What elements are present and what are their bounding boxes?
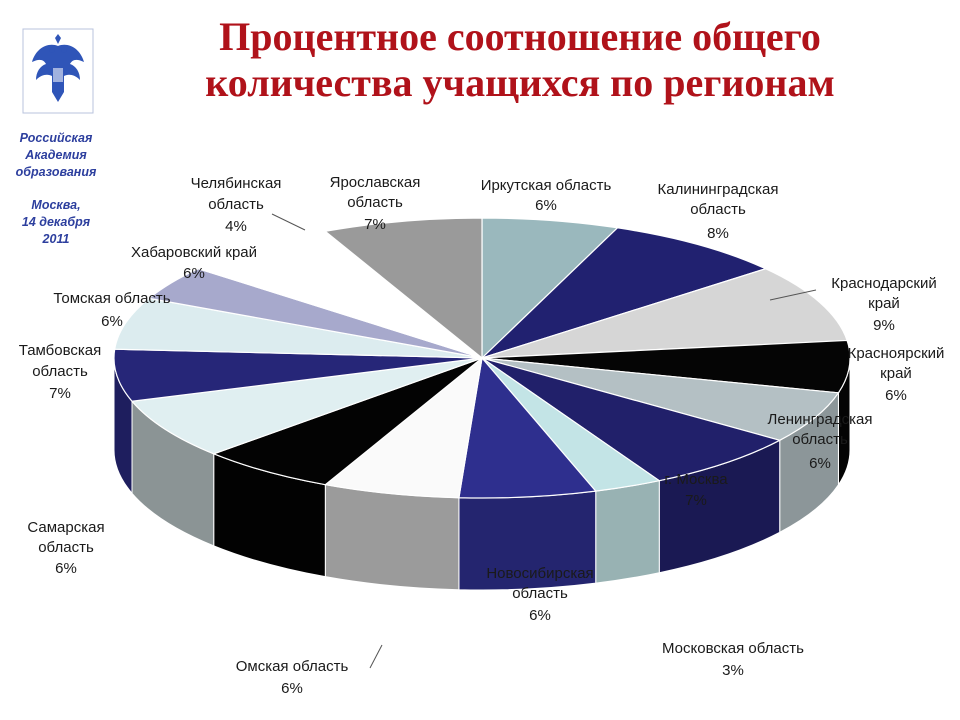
pie-slice-2 bbox=[481, 268, 848, 359]
leader-line-2 bbox=[769, 289, 817, 301]
slice-label-10-line-0: Тамбовская bbox=[19, 342, 102, 359]
slice-label-2-line-2: 9% bbox=[873, 317, 895, 334]
place-line-1: Москва, bbox=[31, 198, 81, 212]
pie-slice-15 bbox=[323, 217, 483, 360]
pie-slice-12 bbox=[114, 297, 483, 359]
coat-of-arms-emblem bbox=[22, 28, 94, 114]
slice-label-9-line-2: 6% bbox=[55, 560, 77, 577]
slice-label-6-line-1: 3% bbox=[722, 662, 744, 679]
pie-sides bbox=[113, 357, 851, 591]
slice-label-10-line-1: область bbox=[32, 363, 88, 380]
slice-label-3-line-1: край bbox=[880, 365, 912, 382]
slice-label-11-line-1: 6% bbox=[101, 313, 123, 330]
chart-title: Процентное соотношение общего количества… bbox=[120, 14, 920, 106]
slice-label-4-line-1: область bbox=[792, 431, 848, 448]
pie-leaders bbox=[271, 213, 817, 669]
slice-label-2-line-0: Краснодарский bbox=[831, 275, 936, 292]
slice-label-7-line-1: область bbox=[512, 585, 568, 602]
slice-label-0-line-1: 6% bbox=[535, 197, 557, 214]
slice-label-3-line-0: Красноярский bbox=[848, 345, 945, 362]
title-line-1: Процентное соотношение общего bbox=[219, 14, 821, 59]
slice-label-14-line-2: 7% bbox=[364, 216, 386, 233]
slice-label-5-line-1: 7% bbox=[685, 492, 707, 509]
title-line-2: количества учащихся по регионам bbox=[205, 60, 835, 105]
pie-tops bbox=[113, 217, 851, 499]
pie-slice-5 bbox=[481, 357, 782, 482]
slice-label-8-line-0: Омская область bbox=[236, 658, 349, 675]
slice-label-9-line-1: область bbox=[38, 539, 94, 556]
slice-label-6-line-0: Московская область bbox=[662, 640, 804, 657]
slice-label-4-line-0: Ленинградская bbox=[768, 411, 873, 428]
org-line-1: Российская bbox=[19, 131, 93, 145]
slice-label-4-line-2: 6% bbox=[809, 455, 831, 472]
slice-label-13-line-2: 4% bbox=[225, 218, 247, 235]
slice-label-9-line-0: Самарская bbox=[27, 519, 104, 536]
pie-slice-3 bbox=[481, 339, 851, 394]
leader-line-8 bbox=[369, 644, 383, 669]
org-line-3: образования bbox=[15, 165, 97, 179]
slice-label-5-line-0: г. Москва bbox=[664, 471, 728, 488]
slice-label-1-line-1: область bbox=[690, 201, 746, 218]
org-line-2: Академия bbox=[25, 148, 87, 162]
pie-labels: Иркутская область 6% Калининградская област… bbox=[19, 174, 945, 697]
pie-side-8 bbox=[324, 484, 460, 591]
organization-caption: Российская Академия образования Москва, … bbox=[8, 130, 104, 248]
place-line-2: 14 декабря bbox=[21, 215, 91, 229]
leader-line-13 bbox=[271, 213, 306, 231]
slice-label-11-line-0: Томская область bbox=[53, 290, 170, 307]
slice-label-3-line-2: 6% bbox=[885, 387, 907, 404]
pie-slice-8 bbox=[323, 356, 483, 499]
slice-label-0-line-0: Иркутская область bbox=[481, 177, 612, 194]
slice-label-10-line-2: 7% bbox=[49, 385, 71, 402]
place-line-3: 2011 bbox=[42, 232, 70, 246]
pie-slice-11 bbox=[113, 348, 483, 402]
pie-slice-14 bbox=[196, 230, 483, 359]
slice-label-1-line-0: Калининградская bbox=[658, 181, 779, 198]
slice-label-7-line-0: Новосибирская bbox=[486, 565, 593, 582]
slice-label-12-line-0: Хабаровский край bbox=[131, 244, 257, 261]
pie-slice-0 bbox=[481, 217, 619, 360]
slice-label-13-line-0: Челябинская bbox=[191, 175, 282, 192]
pie-slice-10 bbox=[130, 357, 483, 455]
pie-slice-9 bbox=[212, 357, 483, 486]
pie-slice-7 bbox=[458, 356, 597, 499]
slice-label-1-line-2: 8% bbox=[707, 225, 729, 242]
slice-label-7-line-2: 6% bbox=[529, 607, 551, 624]
slice-label-12-line-1: 6% bbox=[183, 265, 205, 282]
slice-label-2-line-1: край bbox=[868, 295, 900, 312]
slice-label-13-line-1: область bbox=[208, 196, 264, 213]
pie-side-6 bbox=[595, 480, 660, 584]
slice-label-8-line-1: 6% bbox=[281, 680, 303, 697]
slice-label-14-line-1: область bbox=[347, 194, 403, 211]
slice-label-14-line-0: Ярославская bbox=[330, 174, 421, 191]
pie-slice-4 bbox=[481, 357, 840, 441]
pie-slice-1 bbox=[481, 227, 768, 359]
